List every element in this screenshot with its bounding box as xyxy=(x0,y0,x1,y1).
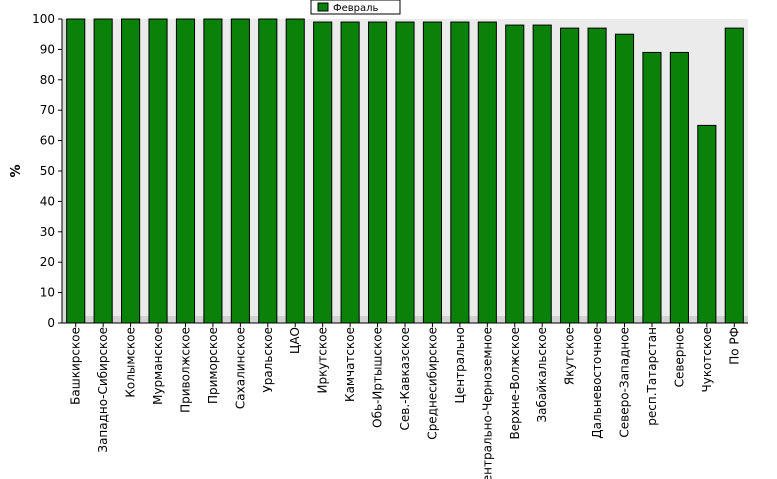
bar xyxy=(395,21,415,324)
bar xyxy=(450,21,470,324)
x-tick-label: Чукотское xyxy=(700,327,714,392)
x-tick-label: Приморское xyxy=(206,327,220,404)
x-tick-label: респ.Татарстан xyxy=(645,327,659,426)
y-tick-label: 100 xyxy=(32,12,55,26)
bar xyxy=(340,21,360,324)
legend-swatch xyxy=(317,2,329,12)
bar xyxy=(477,21,497,324)
x-tick-label: Обь-Иртышское xyxy=(371,327,385,428)
bar xyxy=(697,124,717,324)
bar xyxy=(505,24,525,324)
bar xyxy=(642,51,662,324)
bar xyxy=(422,21,442,324)
bar xyxy=(614,33,635,324)
x-tick-label: Центрально xyxy=(453,327,467,403)
bar xyxy=(230,18,250,324)
bar xyxy=(203,18,223,324)
y-tick-label: 70 xyxy=(40,103,55,117)
x-tick-label: Среднесибирское xyxy=(425,327,439,440)
x-tick-label: Башкирское xyxy=(69,327,83,405)
bar xyxy=(368,21,388,324)
x-tick-label: Забайкальское xyxy=(535,327,549,423)
y-tick-label: 20 xyxy=(40,255,55,269)
bar xyxy=(560,27,580,324)
bar xyxy=(285,18,305,324)
bar xyxy=(587,27,607,324)
x-tick-label: Сахалинское xyxy=(233,327,247,409)
legend: Февраль xyxy=(310,0,401,15)
legend-label: Февраль xyxy=(333,3,379,14)
x-tick-label: Якутское xyxy=(563,327,577,385)
y-tick-label: 10 xyxy=(40,286,55,300)
x-tick-label: Западно-Сибирское xyxy=(96,327,110,453)
x-tick-label: Камчатское xyxy=(343,327,357,402)
bar xyxy=(532,24,552,324)
x-tick-label: Северо-Западное xyxy=(618,327,632,438)
bar xyxy=(175,18,196,324)
bar xyxy=(148,18,168,324)
y-tick-label: 80 xyxy=(40,73,55,87)
y-tick-label: 40 xyxy=(40,194,55,208)
x-tick-label: Центрально-Черноземное xyxy=(480,327,494,479)
bar xyxy=(93,18,113,324)
y-tick-label: 0 xyxy=(47,316,55,330)
x-tick-label: По РФ xyxy=(727,327,741,365)
bar xyxy=(258,18,278,324)
x-tick-label: Иркутское xyxy=(316,327,330,394)
x-tick-label: Мурманское xyxy=(151,327,165,405)
y-tick-label: 30 xyxy=(40,225,55,239)
y-tick-label: 60 xyxy=(40,134,55,148)
y-axis-label: % xyxy=(9,164,24,177)
x-tick-label: Колымское xyxy=(124,327,138,398)
bar xyxy=(121,18,141,324)
x-tick-label: Северное xyxy=(672,327,686,387)
x-tick-label: Приволжское xyxy=(178,327,192,413)
x-tick-label: Верхне-Волжское xyxy=(508,327,522,440)
bar xyxy=(313,21,333,324)
bar xyxy=(724,27,744,324)
x-tick-label: Сев.-Кавказское xyxy=(398,327,412,430)
y-tick-label: 50 xyxy=(40,164,55,178)
bar xyxy=(669,51,689,324)
x-tick-label: Уральское xyxy=(261,327,275,393)
bar xyxy=(66,18,86,324)
y-tick-label: 90 xyxy=(40,42,55,56)
x-tick-label: ЦАО xyxy=(288,327,302,354)
x-tick-label: Дальневосточное xyxy=(590,327,604,439)
legend-box xyxy=(310,0,401,15)
